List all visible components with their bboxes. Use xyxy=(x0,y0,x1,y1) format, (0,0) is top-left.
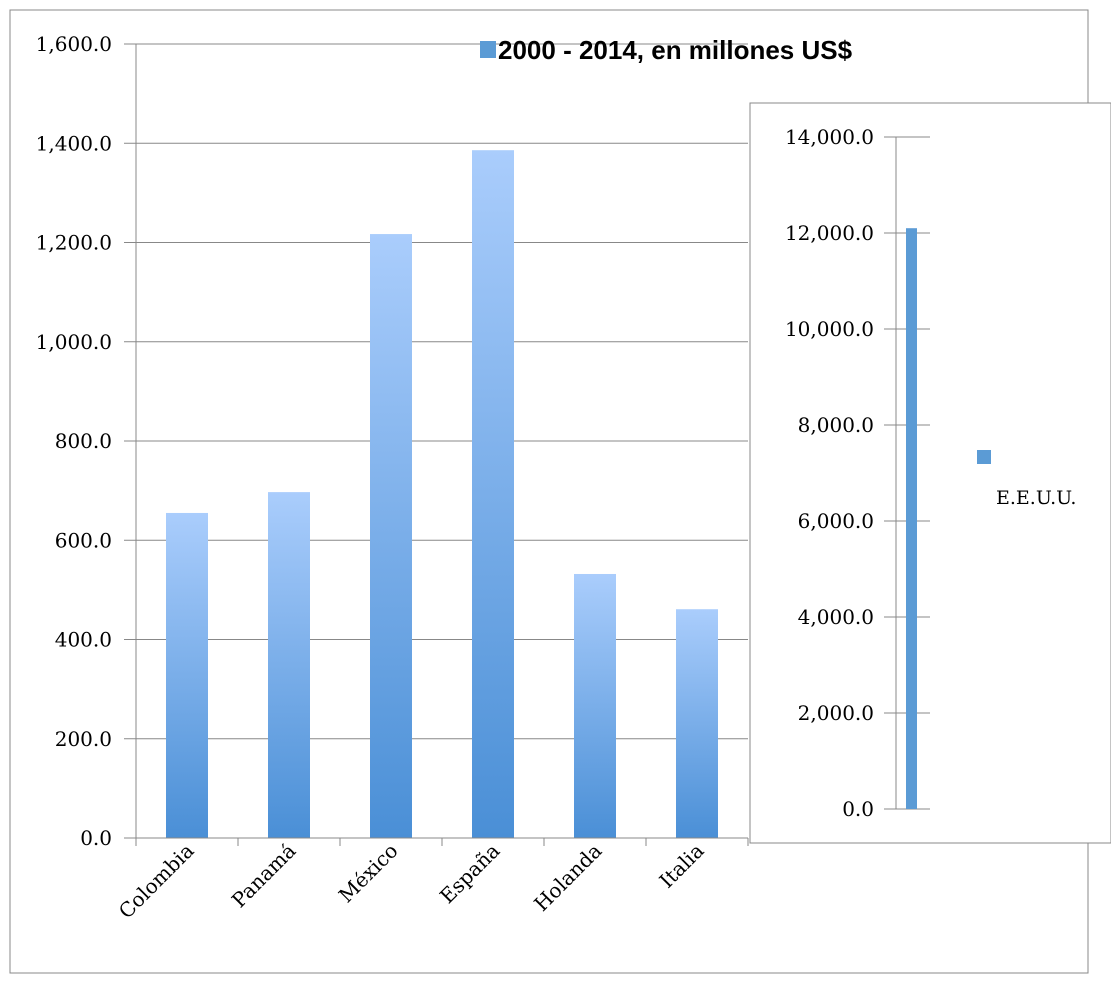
main-gridlines xyxy=(124,43,748,839)
main-legend-label: 2000 - 2014, en millones US$ xyxy=(498,35,853,65)
main-y-tick-label: 800.0 xyxy=(55,429,112,453)
inset-y-tick-label: 4,000.0 xyxy=(798,605,874,629)
inset-y-tick-label: 14,000.0 xyxy=(785,125,874,149)
main-y-tick-label: 0.0 xyxy=(80,826,112,850)
bar-panamá xyxy=(268,492,310,838)
bar-holanda xyxy=(574,573,616,838)
main-y-tick-label: 1,000.0 xyxy=(36,330,112,354)
bar-eeuu xyxy=(906,228,917,809)
main-y-tick-label: 1,600.0 xyxy=(36,32,112,56)
main-bars xyxy=(166,150,718,839)
inset-chart-frame xyxy=(749,102,1111,844)
main-legend-swatch xyxy=(480,41,496,58)
inset-y-tick-label: 2,000.0 xyxy=(798,701,874,725)
inset-y-tick-label: 6,000.0 xyxy=(798,509,874,533)
inset-y-tick-label: 8,000.0 xyxy=(798,413,874,437)
bar-españa xyxy=(472,150,514,838)
inset-y-tick-label: 10,000.0 xyxy=(785,317,874,341)
main-y-tick-label: 400.0 xyxy=(55,628,112,652)
main-x-ticks xyxy=(135,838,749,846)
inset-legend-swatch xyxy=(977,450,991,464)
bar-méxico xyxy=(370,234,412,839)
main-y-tick-label: 600.0 xyxy=(55,528,112,552)
main-y-tick-label: 1,400.0 xyxy=(36,131,112,155)
inset-y-tick-label: 0.0 xyxy=(842,797,874,821)
bar-italia xyxy=(676,609,718,838)
bar-colombia xyxy=(166,512,208,838)
inset-legend-label: E.E.U.U. xyxy=(996,487,1076,509)
main-y-tick-label: 1,200.0 xyxy=(36,231,112,255)
inset-y-tick-label: 12,000.0 xyxy=(785,221,874,245)
inset-bars xyxy=(906,228,917,809)
main-y-tick-label: 200.0 xyxy=(55,727,112,751)
main-y-tick-labels: 0.0 200.0 400.0 600.0 800.0 1,000.0 1,200.0 1,4… xyxy=(36,32,112,850)
inset-y-tick-labels: 0.0 2,000.0 4,000.0 6,000.0 8,000.0 10,000.0 1… xyxy=(785,125,874,821)
